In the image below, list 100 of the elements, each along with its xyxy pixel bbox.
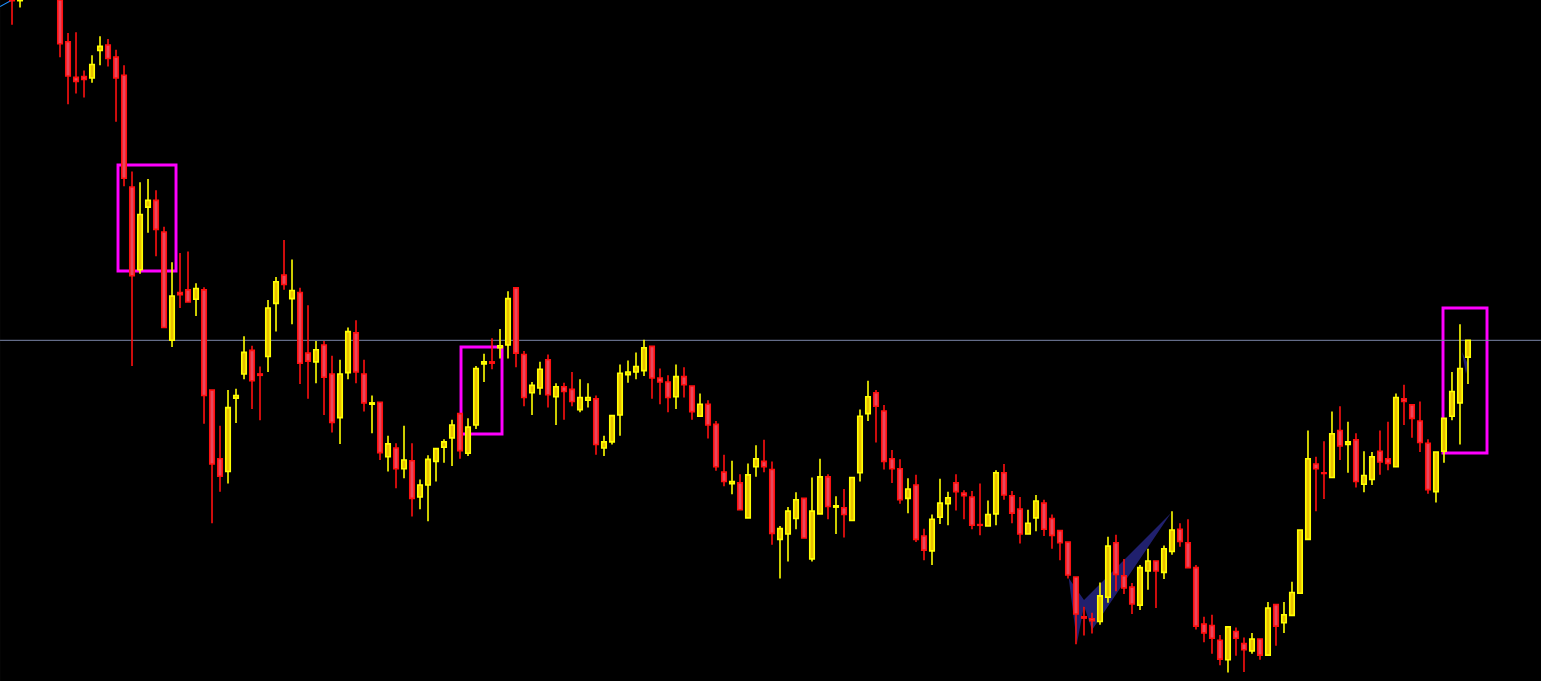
candlestick [360, 359, 368, 413]
candlestick [64, 32, 72, 106]
candlestick [1384, 420, 1392, 471]
candlestick [688, 385, 696, 421]
candlestick [808, 476, 816, 563]
candlestick [1216, 634, 1224, 666]
candlestick [432, 447, 440, 483]
candlestick [464, 417, 472, 457]
candlestick [1320, 440, 1328, 500]
candlestick [632, 351, 640, 381]
candlestick [1136, 564, 1144, 611]
candlestick [1376, 429, 1384, 476]
candlestick [752, 444, 760, 478]
candlestick [256, 365, 264, 422]
candlestick [672, 363, 680, 410]
candlestick [992, 469, 1000, 527]
candlestick [184, 250, 192, 303]
candlestick [904, 477, 912, 514]
candlestick [1096, 581, 1104, 626]
candlestick [1048, 513, 1056, 550]
candlestick [1024, 509, 1032, 535]
candlestick [984, 499, 992, 527]
candlestick [1392, 392, 1400, 468]
candlestick [504, 290, 512, 360]
candlestick [200, 286, 208, 425]
candlestick [1144, 548, 1152, 591]
candlestick [416, 478, 424, 510]
candlestick [1440, 417, 1448, 464]
candlestick [88, 54, 96, 84]
candlestick [1424, 438, 1432, 495]
candlestick [872, 389, 880, 444]
candlestick [520, 350, 528, 408]
candlestick [1416, 400, 1424, 453]
candlestick [1032, 494, 1040, 533]
candlestick [1456, 323, 1464, 446]
candlestick [576, 378, 584, 414]
candlestick [280, 239, 288, 291]
candlestick [592, 394, 600, 456]
candlestick [1200, 615, 1208, 644]
candlestick [1256, 638, 1264, 661]
candlestick [512, 287, 520, 369]
candlestick [448, 418, 456, 467]
candlestick [472, 365, 480, 430]
candlestick [1184, 518, 1192, 569]
candlestick [648, 345, 656, 400]
candlestick [72, 31, 80, 95]
candlestick [1248, 632, 1256, 655]
candlestick [160, 225, 168, 329]
candlestick [168, 261, 176, 348]
candlestick [312, 340, 320, 385]
candlestick [288, 258, 296, 325]
candlestick [1112, 533, 1120, 592]
candlestick [696, 392, 704, 418]
candlestick [216, 424, 224, 493]
candlestick [1264, 601, 1272, 656]
candlestick [600, 435, 608, 457]
candlestick [1080, 605, 1088, 637]
candlestick [976, 482, 984, 537]
candlestick [1056, 529, 1064, 562]
candlestick [952, 473, 960, 512]
candlestick [296, 287, 304, 385]
candlestick [376, 401, 384, 461]
candlestick [776, 525, 784, 580]
candlestick [192, 282, 200, 317]
candlestick [552, 382, 560, 426]
candlestick [368, 394, 376, 434]
candlestick [1344, 420, 1352, 474]
candlestick [1336, 405, 1344, 461]
candlestick [328, 354, 336, 434]
candlestick [640, 338, 648, 377]
candlestick [1296, 529, 1304, 595]
candlestick [568, 371, 576, 408]
candlestick [1448, 371, 1456, 422]
candlestick [136, 181, 144, 275]
candlestick [528, 381, 536, 416]
candlestick [784, 506, 792, 563]
candlestick [1400, 383, 1408, 426]
candlestick [1016, 496, 1024, 545]
candlestick [1104, 535, 1112, 604]
candlestick [320, 340, 328, 416]
candlestick [536, 361, 544, 396]
candlestick [1120, 558, 1128, 595]
candlestick [792, 491, 800, 531]
candlestick [920, 527, 928, 562]
candlestick [400, 424, 408, 479]
candlestick [704, 399, 712, 440]
candlestick [1000, 463, 1008, 501]
candlestick [272, 276, 280, 333]
candlestick [584, 382, 592, 409]
candlestick [848, 476, 856, 522]
candlestick [1008, 490, 1016, 525]
candlestick [120, 64, 128, 188]
candlestick [936, 478, 944, 525]
candlestick [896, 458, 904, 505]
candlestick [1192, 564, 1200, 631]
candlestick [1040, 498, 1048, 537]
candlestick [304, 304, 312, 400]
candlestick [232, 387, 240, 424]
candlestick [336, 359, 344, 445]
candlestick [816, 457, 824, 515]
